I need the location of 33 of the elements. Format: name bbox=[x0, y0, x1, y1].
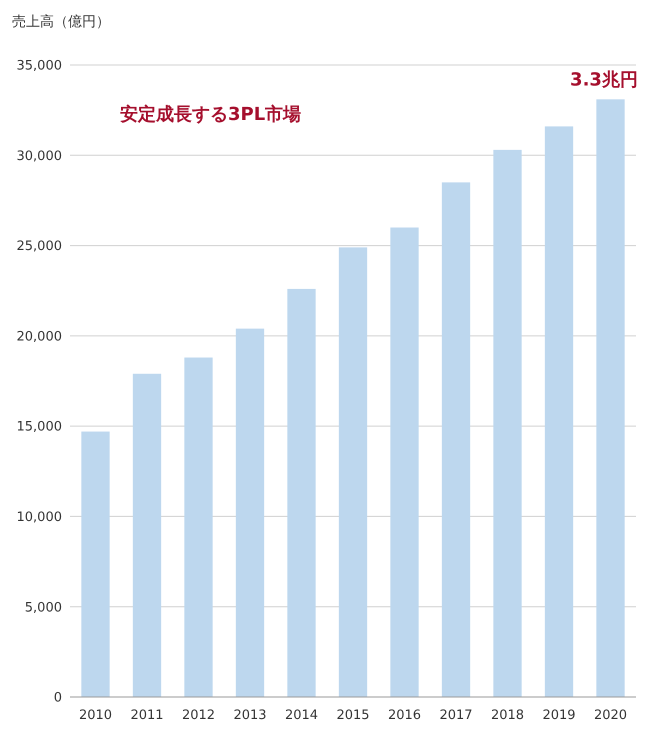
y-tick-label: 5,000 bbox=[24, 600, 62, 616]
x-tick-label: 2015 bbox=[336, 708, 370, 723]
x-tick-label: 2018 bbox=[490, 708, 524, 723]
bar bbox=[236, 328, 264, 697]
x-tick-label: 2020 bbox=[594, 708, 628, 723]
bar bbox=[390, 228, 419, 697]
x-tick-label: 2012 bbox=[182, 708, 216, 723]
x-tick-label: 2013 bbox=[233, 708, 267, 723]
bar bbox=[81, 432, 110, 697]
x-tick-label: 2011 bbox=[130, 708, 164, 723]
y-axis-title: 売上高（億円） bbox=[12, 14, 110, 30]
annotation: 安定成長する3PL市場 bbox=[120, 104, 302, 125]
y-tick-label: 25,000 bbox=[16, 239, 62, 254]
bar bbox=[132, 374, 162, 697]
bar bbox=[596, 99, 625, 697]
bar bbox=[442, 182, 470, 697]
y-tick-label: 10,000 bbox=[16, 510, 62, 525]
bar bbox=[544, 126, 574, 697]
x-tick-label: 2016 bbox=[388, 708, 422, 723]
bar bbox=[184, 358, 213, 697]
annotation: 3.3兆円 bbox=[570, 69, 638, 90]
x-tick-label: 2010 bbox=[78, 708, 112, 723]
bar bbox=[287, 288, 316, 697]
y-tick-label: 0 bbox=[54, 690, 62, 706]
y-tick-label: 35,000 bbox=[16, 58, 62, 74]
y-tick-label: 20,000 bbox=[16, 329, 62, 344]
x-tick-label: 2017 bbox=[439, 708, 473, 723]
bar bbox=[493, 150, 522, 697]
y-tick-label: 30,000 bbox=[16, 148, 62, 164]
y-tick-label: 15,000 bbox=[16, 420, 62, 435]
x-tick-label: 2014 bbox=[284, 708, 318, 723]
bar bbox=[338, 247, 368, 697]
x-tick-label: 2019 bbox=[542, 708, 576, 723]
